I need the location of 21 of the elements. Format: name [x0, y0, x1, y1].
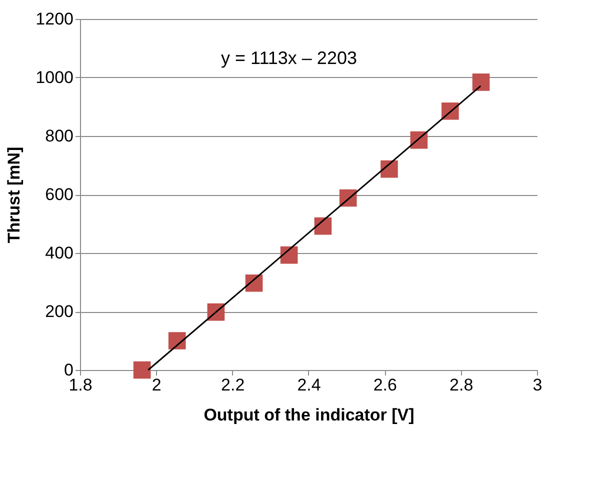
point — [380, 160, 398, 178]
x-tick-label: 2.4 — [297, 376, 321, 394]
point — [314, 217, 332, 235]
x-tick-label: 2.6 — [373, 376, 397, 394]
x-tick-label: 2 — [152, 376, 162, 394]
x-tick-label: 3 — [532, 376, 542, 394]
y-tick-label: 1200 — [36, 10, 74, 28]
y-tick-label: 200 — [45, 302, 74, 321]
y-tick-label: 600 — [45, 185, 74, 204]
annotation: y = 1113x – 2203 — [221, 48, 357, 68]
y-axis-title: Thrust [mN] — [4, 146, 24, 244]
y-tick-label: 400 — [45, 244, 74, 262]
point — [168, 332, 186, 350]
x-tick-label: 2.2 — [221, 376, 245, 394]
x-axis-title: Output of the indicator [V] — [204, 406, 414, 424]
point — [133, 361, 151, 379]
y-tick-label: 800 — [45, 126, 74, 146]
x-tick-label: 2.8 — [450, 376, 474, 394]
y-tick-label: 1000 — [36, 68, 74, 87]
point — [472, 74, 490, 91]
point — [245, 274, 263, 292]
